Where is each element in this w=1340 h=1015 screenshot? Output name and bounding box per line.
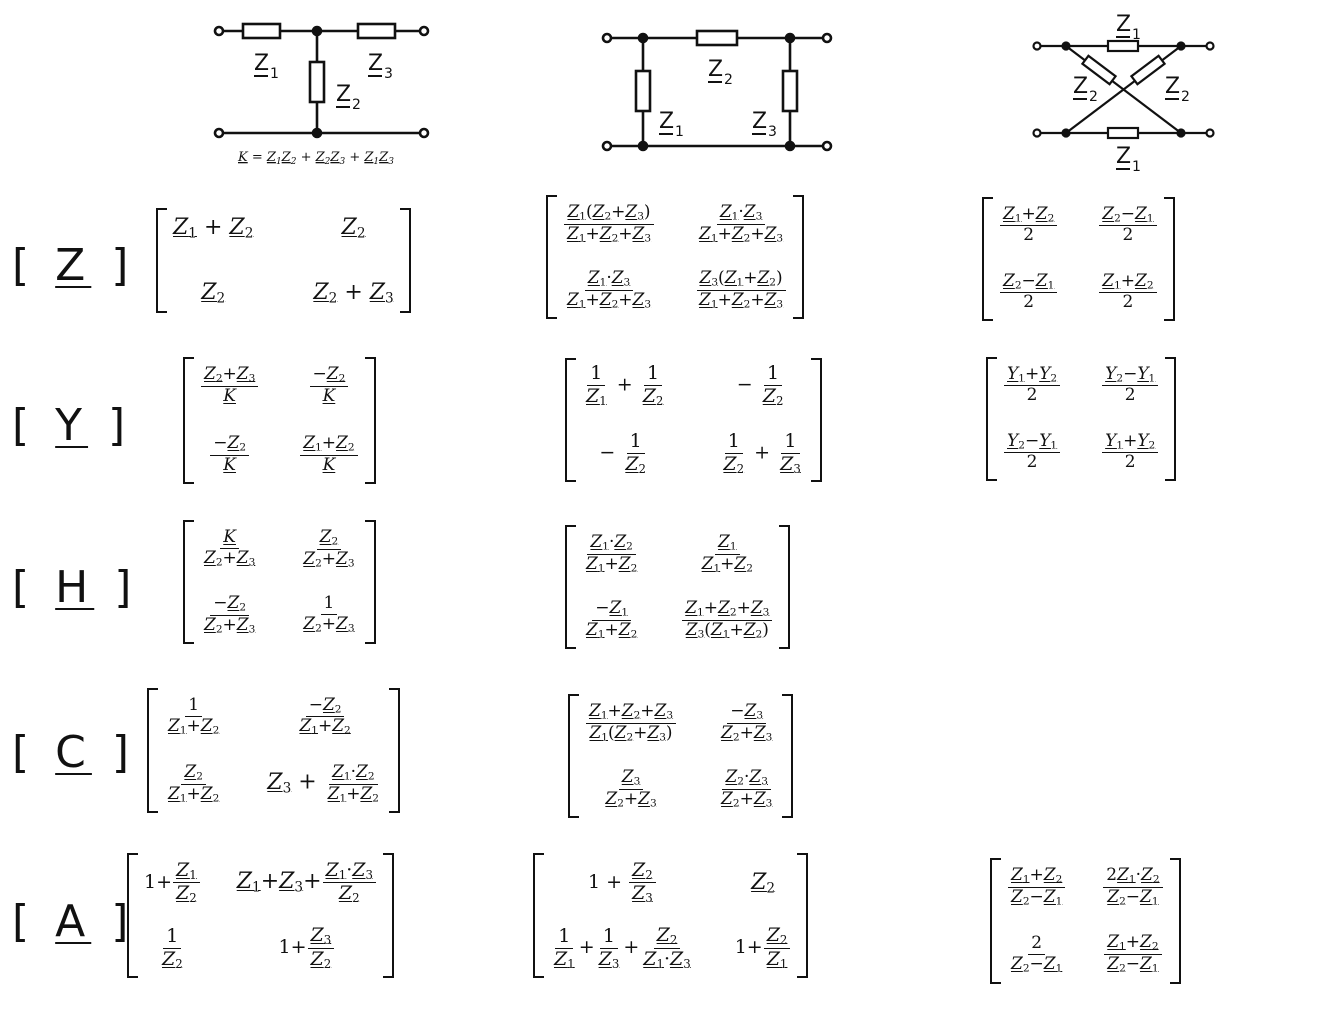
matrix-c-t-network: 1 Z1+Z2 −Z2 Z1+Z2 Z2 Z1+Z2 Z3 + Z1·Z2 Z1+Z2 xyxy=(147,688,400,813)
svg-text:Z: Z xyxy=(752,109,767,134)
matrix-a-lattice: Z1+Z2 Z2−Z1 2Z1·Z2 Z2−Z1 2 Z2−Z1 Z1+Z2 Z2−Z1 xyxy=(990,858,1181,984)
matrix-z-pi-network: Z1(Z2+Z3) Z1+Z2+Z3 Z1·Z3 Z1+Z2+Z3 Z1·Z3 Z1+… xyxy=(546,195,805,319)
row-label-h: [ H ] xyxy=(12,562,138,613)
row-label-y: [ Y ] xyxy=(12,400,132,451)
svg-text:1: 1 xyxy=(675,124,684,140)
circuit-diagrams: Z1 Z3 Z2 K = Z1Z2 + Z2Z3 + Z1Z3 Z2 Z1 Z3… xyxy=(213,12,1215,175)
svg-text:1: 1 xyxy=(1132,27,1141,43)
matrix-h-t-network: K Z2+Z3 Z2 Z2+Z3 −Z2 Z2+Z3 1 Z2+Z3 xyxy=(183,520,376,644)
row-label-a: [ A ] xyxy=(12,896,135,947)
row-label-z: [ Z ] xyxy=(12,240,135,291)
svg-text:Z: Z xyxy=(659,109,674,134)
svg-text:Z: Z xyxy=(1073,74,1088,99)
lattice-network xyxy=(1032,39,1215,140)
matrix-y-lattice: Y1+Y2 2 Y2−Y1 2 Y2−Y1 2 Y1+Y2 2 xyxy=(986,357,1177,481)
matrix-c-pi-network: Z1+Z2+Z3 Z1(Z2+Z3) −Z3 Z2+Z3 Z3 Z2+Z3 Z2·Z3… xyxy=(568,694,794,818)
matrix-y-t-network: Z2+Z3 K −Z2 K −Z2 K Z1+Z2 K xyxy=(183,357,376,484)
matrix-a-pi-network: 1 + Z2 Z3 Z2 1 Z1 +1 Z3 + Z2 Z1·Z3 1+ Z2 Z1 xyxy=(533,853,809,978)
svg-text:2: 2 xyxy=(1089,89,1098,105)
matrix-z-t-network: Z1 + Z2 Z2 Z2 Z2 + Z3 xyxy=(156,208,411,313)
svg-text:2: 2 xyxy=(352,97,361,113)
svg-text:Z: Z xyxy=(368,51,383,76)
svg-text:1: 1 xyxy=(1132,159,1141,175)
svg-text:3: 3 xyxy=(768,124,777,140)
row-label-c: [ C ] xyxy=(12,727,136,778)
svg-text:2: 2 xyxy=(1181,89,1190,105)
matrix-h-pi-network: Z1·Z2 Z1+Z2 Z1 Z1+Z2 −Z1 Z1+Z2 Z1+Z2+Z3 Z3(Z… xyxy=(565,525,791,649)
t-network xyxy=(213,22,430,139)
svg-text:Z: Z xyxy=(1165,74,1180,99)
svg-text:Z: Z xyxy=(254,51,269,76)
matrix-y-pi-network: 1 Z1 + 1 Z2 − 1 Z2 − 1 Z2 1 Z2 + 1 Z3 xyxy=(565,358,822,482)
svg-text:Z: Z xyxy=(336,82,351,107)
k-formula: K = Z1Z2 + Z2Z3 + Z1Z3 xyxy=(237,150,394,167)
matrix-z-lattice: Z1+Z2 2 Z2−Z1 2 Z2−Z1 2 Z1+Z2 2 xyxy=(982,197,1175,321)
svg-text:3: 3 xyxy=(384,66,393,82)
svg-text:Z: Z xyxy=(1116,12,1131,37)
pi-network xyxy=(601,29,833,152)
svg-text:2: 2 xyxy=(724,72,733,88)
matrix-a-t-network: 1+ Z1 Z2 Z1+Z3+ Z1·Z3 Z2 1 Z2 1+ Z3 Z2 xyxy=(127,853,394,978)
svg-text:Z: Z xyxy=(1116,144,1131,169)
svg-text:Z: Z xyxy=(708,57,723,82)
svg-text:1: 1 xyxy=(270,66,279,82)
